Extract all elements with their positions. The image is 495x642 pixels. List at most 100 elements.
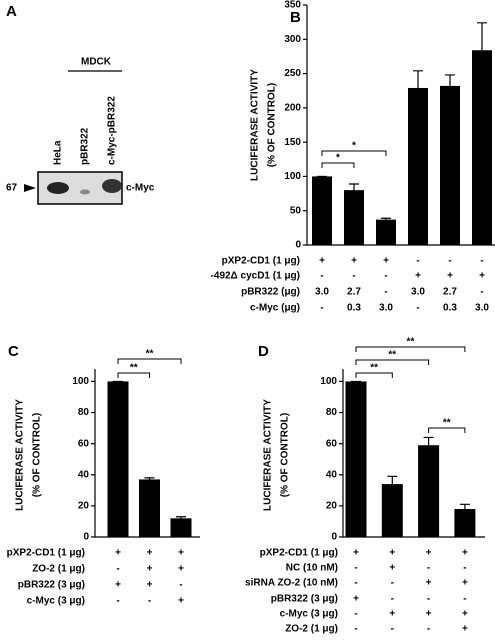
bracket <box>355 359 430 365</box>
panel-label: A <box>6 3 17 20</box>
condition-value: - <box>354 624 357 635</box>
y-axis-label: LUCIFERASE ACTIVITY <box>263 399 274 511</box>
condition-value: + <box>426 609 432 620</box>
condition-label: c-Myc (μg) <box>250 303 300 314</box>
condition-value: - <box>354 578 357 589</box>
error-bar <box>477 22 487 51</box>
y-tick-label: 20 <box>326 501 338 512</box>
panel-label: D <box>258 343 269 360</box>
band <box>47 182 69 194</box>
condition-value: - <box>384 271 387 282</box>
condition-label: pBR322 (3 μg) <box>18 580 85 591</box>
condition-label: NC (10 nM) <box>286 563 338 574</box>
y-tick-label: 0 <box>331 532 337 543</box>
significance: ** <box>370 363 378 374</box>
bar <box>312 176 332 245</box>
error-bar <box>423 436 434 446</box>
condition-value: + <box>383 256 389 267</box>
bracket <box>428 427 466 433</box>
bracket <box>321 162 355 168</box>
condition-value: + <box>353 548 359 559</box>
y-tick-label: 0 <box>295 240 301 251</box>
significance: ** <box>146 349 154 360</box>
condition-value: - <box>463 594 466 605</box>
y-axis-label: LUCIFERASE ACTIVITY <box>250 69 261 181</box>
condition-value: - <box>391 624 394 635</box>
y-axis-label: (% OF CONTROL) <box>280 413 291 497</box>
lane-label: c-Myc-pBR322 <box>107 96 118 165</box>
condition-value: - <box>354 563 357 574</box>
error-bar <box>413 70 423 88</box>
condition-label: ZO-2 (1 μg) <box>32 564 85 575</box>
condition-label: ZO-2 (1 μg) <box>285 624 338 635</box>
bracket <box>117 358 182 364</box>
condition-value: + <box>147 580 153 591</box>
condition-value: - <box>480 256 483 267</box>
y-tick-label: 100 <box>72 376 89 387</box>
condition-value: + <box>389 563 395 574</box>
y-tick-label: 80 <box>78 407 90 418</box>
condition-value: + <box>115 548 121 559</box>
significance: * <box>352 141 356 152</box>
condition-label: pXP2-CD1 (1 μg) <box>7 548 85 559</box>
condition-label: pXP2-CD1 (1 μg) <box>260 548 338 559</box>
bar <box>139 479 160 537</box>
bar <box>381 484 403 537</box>
significance: ** <box>407 337 415 348</box>
condition-value: + <box>447 271 453 282</box>
y-tick-label: 300 <box>284 34 301 45</box>
error-bar <box>381 217 391 220</box>
condition-label: pBR322 (3 μg) <box>271 594 338 605</box>
bar <box>472 50 492 245</box>
condition-value: + <box>319 256 325 267</box>
bar <box>170 518 192 537</box>
marker-label: 67 <box>6 183 18 194</box>
bar <box>344 190 364 245</box>
condition-value: + <box>462 624 468 635</box>
error-bar <box>144 477 155 480</box>
condition-label: pBR322 (μg) <box>241 287 300 298</box>
bar <box>454 509 476 537</box>
lane-label: pBR322 <box>80 127 91 165</box>
condition-value: - <box>116 596 119 607</box>
y-tick-label: 60 <box>326 438 338 449</box>
y-axis-label: LUCIFERASE ACTIVITY <box>15 399 26 511</box>
bracket <box>355 372 393 378</box>
condition-value: 2.7 <box>443 287 457 298</box>
y-tick-label: 50 <box>290 205 302 216</box>
condition-value: 2.7 <box>347 287 361 298</box>
error-bar <box>349 183 359 191</box>
condition-value: - <box>416 303 419 314</box>
condition-value: + <box>479 271 485 282</box>
condition-value: - <box>463 563 466 574</box>
significance: * <box>336 153 340 164</box>
significance: ** <box>130 363 138 374</box>
condition-value: - <box>179 580 182 591</box>
condition-label: -492Δ cycD1 (1 μg) <box>211 271 300 282</box>
condition-value: - <box>320 271 323 282</box>
condition-value: + <box>426 548 432 559</box>
lane-label: HeLa <box>53 140 64 165</box>
y-tick-label: 200 <box>284 102 301 113</box>
condition-value: 0.3 <box>347 303 361 314</box>
condition-value: 3.0 <box>475 303 489 314</box>
band <box>80 189 90 195</box>
panel-label: C <box>8 343 19 360</box>
condition-value: 0.3 <box>443 303 457 314</box>
condition-value: + <box>178 548 184 559</box>
error-bar <box>387 475 398 485</box>
condition-value: - <box>354 609 357 620</box>
condition-value: - <box>116 564 119 575</box>
condition-value: - <box>391 594 394 605</box>
y-tick-label: 40 <box>326 469 338 480</box>
error-bar <box>176 516 186 519</box>
condition-value: + <box>462 548 468 559</box>
bar <box>376 219 396 245</box>
bar <box>440 85 460 246</box>
bracket <box>117 372 150 378</box>
condition-label: siRNA ZO-2 (10 nM) <box>245 578 338 589</box>
group-label: MDCK <box>81 57 112 68</box>
condition-value: - <box>320 303 323 314</box>
y-axis-label: (% OF CONTROL) <box>267 83 278 167</box>
